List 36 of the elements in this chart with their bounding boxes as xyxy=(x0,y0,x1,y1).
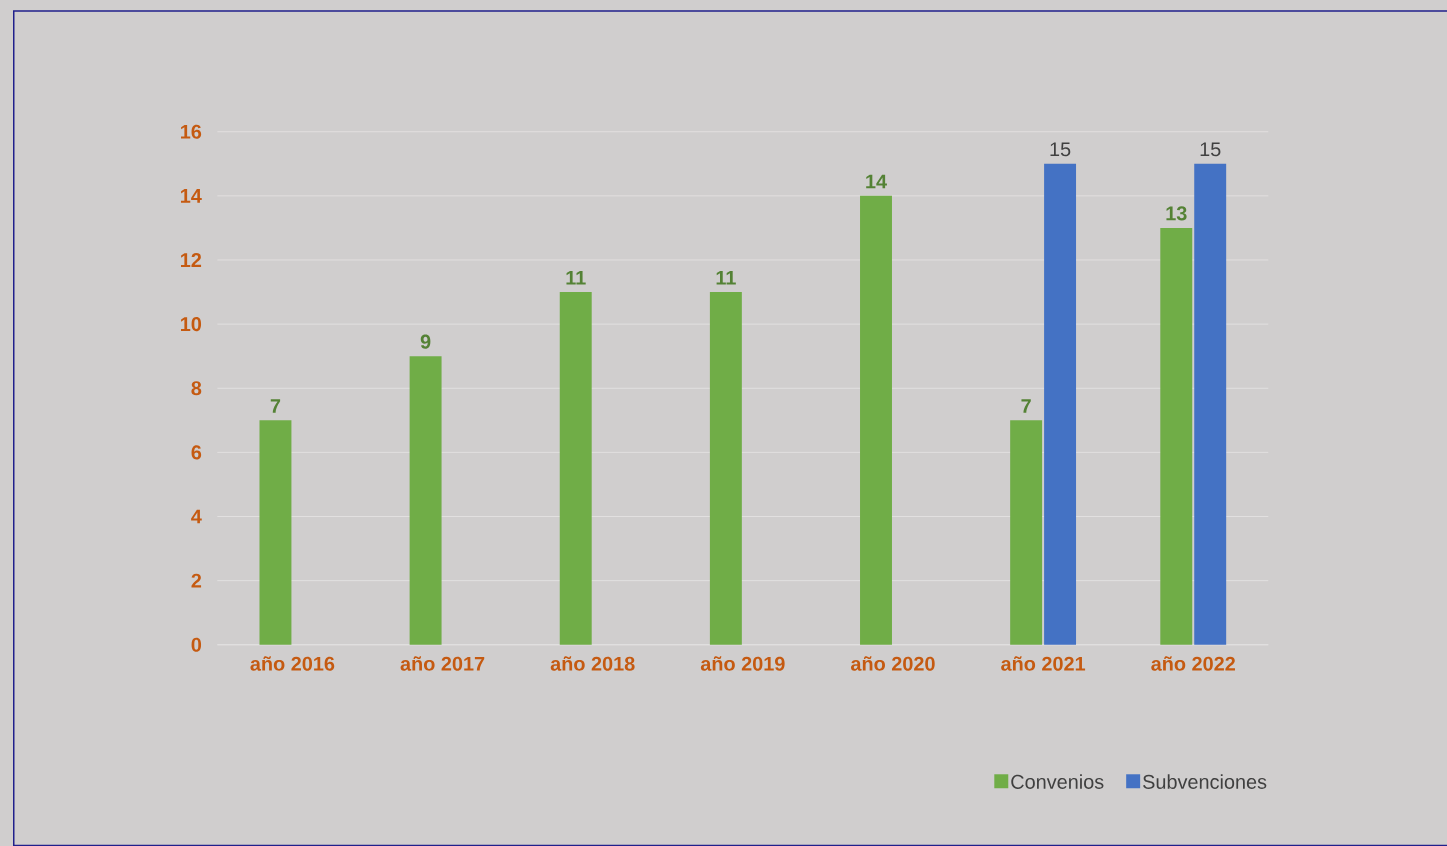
y-tick-label: 2 xyxy=(191,573,202,588)
data-label: 14 xyxy=(866,174,887,189)
x-tick-label: año 2019 xyxy=(700,656,785,671)
bar xyxy=(559,291,592,645)
data-label: 15 xyxy=(1200,142,1221,157)
bar xyxy=(1010,420,1043,645)
y-tick-label: 0 xyxy=(191,637,202,652)
bar xyxy=(259,420,292,645)
bar xyxy=(1160,227,1193,645)
y-tick-label: 16 xyxy=(180,124,202,139)
data-label: 13 xyxy=(1166,206,1187,221)
data-label: 11 xyxy=(566,270,586,285)
bar xyxy=(860,195,892,645)
data-label: 7 xyxy=(1021,398,1031,413)
y-tick-label: 4 xyxy=(191,509,202,524)
bar xyxy=(1194,163,1227,645)
bar xyxy=(709,291,742,645)
y-tick-label: 14 xyxy=(180,188,202,203)
bar xyxy=(1044,163,1077,645)
data-label: 9 xyxy=(420,334,431,349)
legend-label: Subvenciones xyxy=(1143,774,1267,789)
bar xyxy=(409,356,442,645)
x-tick-label: año 2021 xyxy=(1001,656,1086,671)
data-label: 11 xyxy=(716,270,736,285)
x-tick-label: año 2016 xyxy=(250,656,335,671)
x-tick-label: año 2017 xyxy=(400,656,485,671)
y-tick-label: 8 xyxy=(191,381,202,396)
data-label: 15 xyxy=(1050,142,1071,157)
legend-label: Convenios xyxy=(1011,774,1104,789)
y-tick-label: 6 xyxy=(191,445,202,460)
x-tick-label: año 2018 xyxy=(550,656,635,671)
data-label: 7 xyxy=(270,398,281,413)
x-tick-label: año 2022 xyxy=(1151,656,1235,671)
y-tick-label: 10 xyxy=(180,316,202,331)
x-tick-label: año 2020 xyxy=(850,656,935,671)
y-tick-label: 12 xyxy=(180,252,202,267)
